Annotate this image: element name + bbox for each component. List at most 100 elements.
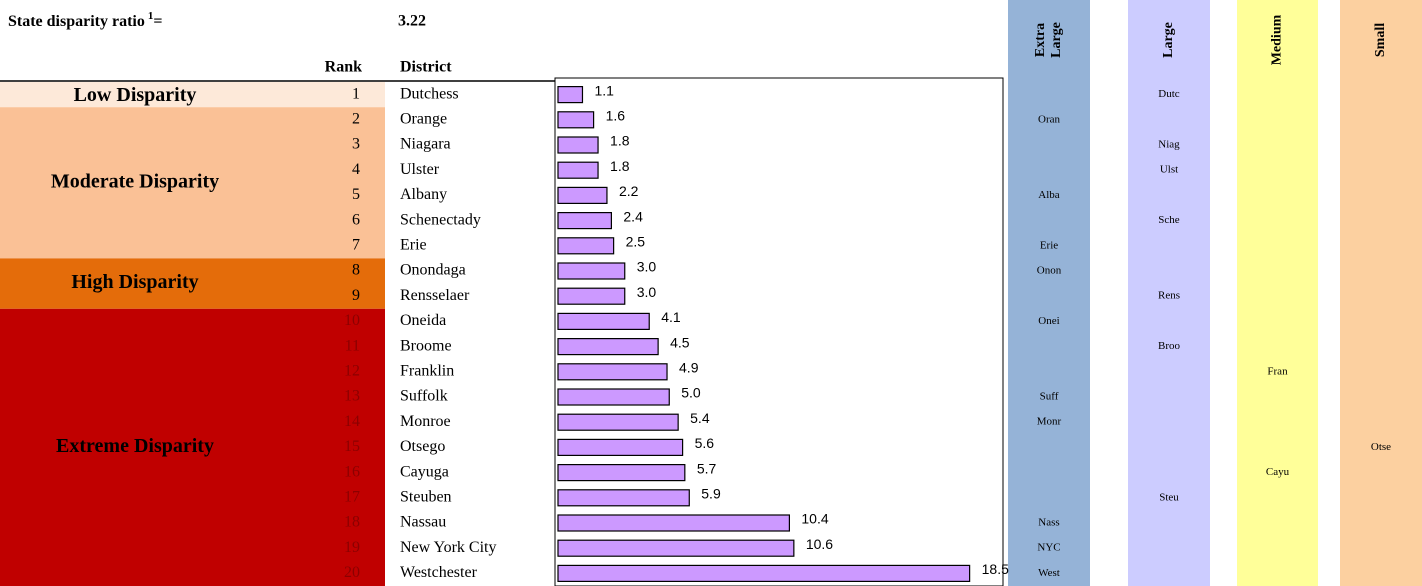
district: Schenectady xyxy=(400,211,481,228)
size-entry: Ulst xyxy=(1160,164,1178,176)
size-entry: Onon xyxy=(1037,265,1062,277)
value-label: 10.6 xyxy=(806,536,833,552)
value-label: 4.5 xyxy=(670,334,690,350)
bar xyxy=(557,464,686,482)
rank: 13 xyxy=(344,388,360,405)
value-label: 2.2 xyxy=(619,183,639,199)
bar xyxy=(557,262,626,280)
bar xyxy=(557,287,626,305)
value-label: 1.1 xyxy=(594,82,614,98)
band xyxy=(0,308,385,586)
size-entry: West xyxy=(1038,567,1060,579)
district: Nassau xyxy=(400,514,446,531)
district: Westchester xyxy=(400,564,478,581)
bar xyxy=(557,161,599,179)
bar xyxy=(557,413,679,431)
ratio: 3.22 xyxy=(398,13,426,30)
district: Dutchess xyxy=(400,85,459,102)
band xyxy=(0,82,385,108)
band-label: Extreme Disparity xyxy=(56,435,214,457)
band xyxy=(0,258,385,309)
district: Ulster xyxy=(400,161,440,178)
district: Monroe xyxy=(400,413,451,430)
size-entry: Onei xyxy=(1038,315,1059,327)
bar xyxy=(557,489,690,507)
value-label: 10.4 xyxy=(801,511,828,527)
bar xyxy=(557,514,790,532)
district: Niagara xyxy=(400,136,451,153)
district: Broome xyxy=(400,337,452,354)
size-entry: Erie xyxy=(1040,239,1058,251)
value-label: 5.6 xyxy=(695,435,715,451)
band xyxy=(0,107,385,259)
size-column xyxy=(1008,0,1090,586)
size-entry: Alba xyxy=(1038,189,1060,201)
value-label: 5.9 xyxy=(701,486,721,502)
title: State disparity ratio 1= xyxy=(8,10,163,30)
rank: 3 xyxy=(352,136,360,153)
rank: 6 xyxy=(352,211,360,228)
value-label: 18.5 xyxy=(982,561,1009,577)
bar xyxy=(557,388,670,406)
size-entry: Suff xyxy=(1040,391,1059,403)
size-column xyxy=(1128,0,1210,586)
size-entry: Rens xyxy=(1158,290,1180,302)
size-header: Small xyxy=(1373,23,1388,57)
bar xyxy=(557,212,613,230)
district: Albany xyxy=(400,186,447,203)
rank: 11 xyxy=(345,337,360,354)
size-entry: Dutc xyxy=(1158,88,1180,100)
size-entry: Otse xyxy=(1371,441,1391,453)
size-entry: Niag xyxy=(1158,139,1180,151)
rank: 18 xyxy=(344,514,360,531)
value-label: 4.9 xyxy=(679,360,699,376)
district: Steuben xyxy=(400,488,452,505)
size-header: Large xyxy=(1161,22,1176,58)
district: New York City xyxy=(400,539,496,556)
value-label: 3.0 xyxy=(637,259,657,275)
size-entry: Steu xyxy=(1159,491,1179,503)
rank: 8 xyxy=(352,262,360,279)
district: Orange xyxy=(400,110,447,127)
band-label: Low Disparity xyxy=(74,84,197,106)
rank: 5 xyxy=(352,186,360,203)
size-header: Extra xyxy=(1033,23,1048,57)
rank: 4 xyxy=(352,161,360,178)
bar xyxy=(557,363,668,381)
rank: 10 xyxy=(344,312,360,329)
rank: 17 xyxy=(344,488,360,505)
size-column xyxy=(1340,0,1422,586)
district: Rensselaer xyxy=(400,287,470,304)
district: Otsego xyxy=(400,438,445,455)
bar xyxy=(557,564,971,583)
value-label: 1.8 xyxy=(610,133,630,149)
rank: 12 xyxy=(344,362,360,379)
bar xyxy=(557,237,615,255)
rank: 20 xyxy=(344,564,360,581)
size-entry: Oran xyxy=(1038,113,1060,125)
size-entry: Sche xyxy=(1158,214,1180,226)
district: Cayuga xyxy=(400,463,449,480)
rank-header: Rank xyxy=(325,59,362,76)
band-label: Moderate Disparity xyxy=(51,170,219,192)
size-entry: Monr xyxy=(1037,416,1062,428)
bar xyxy=(557,111,595,129)
value-label: 2.5 xyxy=(626,234,646,250)
value-label: 5.4 xyxy=(690,410,710,426)
size-header: Medium xyxy=(1270,14,1285,65)
district: Oneida xyxy=(400,312,446,329)
value-label: 1.8 xyxy=(610,158,630,174)
size-entry: Broo xyxy=(1158,340,1181,352)
size-entry: NYC xyxy=(1037,542,1060,554)
size-entry: Fran xyxy=(1267,365,1288,377)
bar xyxy=(557,136,599,154)
district: Erie xyxy=(400,236,427,253)
rank: 15 xyxy=(344,438,360,455)
title-text: State disparity ratio xyxy=(8,13,145,30)
value-label: 5.0 xyxy=(681,385,701,401)
value-label: 2.4 xyxy=(623,208,643,224)
size-header: Large xyxy=(1049,22,1064,58)
bar xyxy=(557,186,608,204)
band-label: High Disparity xyxy=(71,271,198,293)
value-label: 4.1 xyxy=(661,309,681,325)
